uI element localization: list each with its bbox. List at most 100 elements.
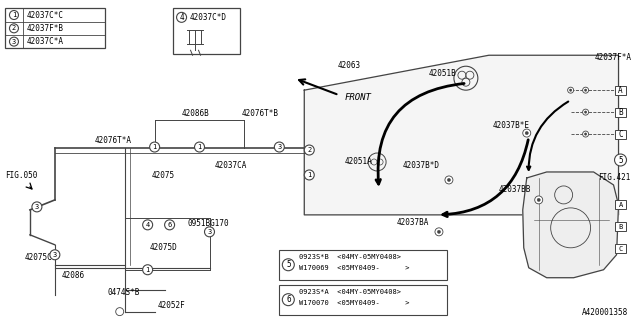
Text: 3: 3 <box>52 252 57 258</box>
Polygon shape <box>523 172 618 278</box>
Text: 42075C: 42075C <box>25 253 52 262</box>
Text: 42037CA: 42037CA <box>214 161 247 170</box>
Text: 42037BA: 42037BA <box>397 218 429 227</box>
Text: FIG.050: FIG.050 <box>5 171 37 180</box>
Circle shape <box>143 220 152 230</box>
Bar <box>615 86 626 95</box>
Text: FRONT: FRONT <box>344 93 371 102</box>
Text: 42037B*E: 42037B*E <box>493 121 530 130</box>
Text: 5: 5 <box>286 260 291 269</box>
Text: 42086: 42086 <box>62 271 85 280</box>
Circle shape <box>437 230 440 233</box>
Circle shape <box>582 87 589 93</box>
Text: 42037B*D: 42037B*D <box>403 161 440 170</box>
Circle shape <box>304 145 314 155</box>
Text: C: C <box>618 130 623 139</box>
Circle shape <box>568 87 573 93</box>
Circle shape <box>435 228 443 236</box>
Text: 2: 2 <box>12 25 16 31</box>
Text: 0923S*A  <04MY-05MY0408>: 0923S*A <04MY-05MY0408> <box>300 289 401 295</box>
Circle shape <box>447 178 451 181</box>
Circle shape <box>537 198 540 202</box>
Text: 42051A: 42051A <box>344 157 372 166</box>
Text: C: C <box>618 246 623 252</box>
Bar <box>615 222 626 231</box>
Text: 0951BG170: 0951BG170 <box>188 219 229 228</box>
Circle shape <box>10 37 19 46</box>
Circle shape <box>50 250 60 260</box>
Text: 42075D: 42075D <box>150 243 177 252</box>
Text: 3: 3 <box>277 144 282 150</box>
Bar <box>615 108 626 116</box>
Circle shape <box>523 129 531 137</box>
Text: 42086B: 42086B <box>182 109 209 118</box>
Circle shape <box>10 24 19 33</box>
Text: 3: 3 <box>12 39 16 44</box>
Text: FIG.421: FIG.421 <box>598 173 631 182</box>
Bar <box>173 8 241 54</box>
Bar <box>5 8 105 48</box>
Text: A: A <box>618 86 623 95</box>
Circle shape <box>525 132 529 135</box>
Circle shape <box>582 109 589 115</box>
Circle shape <box>570 89 572 92</box>
Text: 1: 1 <box>307 172 312 178</box>
Circle shape <box>584 133 587 135</box>
Text: 1: 1 <box>197 144 202 150</box>
Circle shape <box>282 294 294 306</box>
Text: 42037F*B: 42037F*B <box>27 24 64 33</box>
Text: 42051B: 42051B <box>429 69 457 78</box>
Text: 42052F: 42052F <box>157 301 186 310</box>
Text: 42037BB: 42037BB <box>499 185 531 194</box>
Circle shape <box>164 220 175 230</box>
Bar <box>279 250 447 280</box>
Text: 6: 6 <box>286 295 291 304</box>
Text: A420001358: A420001358 <box>582 308 628 316</box>
Bar <box>615 130 626 139</box>
Text: 42037C*C: 42037C*C <box>27 11 64 20</box>
Text: A: A <box>618 202 623 208</box>
Text: 3: 3 <box>207 229 212 235</box>
Text: 42063: 42063 <box>337 61 360 70</box>
Polygon shape <box>304 55 618 215</box>
Circle shape <box>177 12 186 22</box>
Text: B: B <box>618 108 623 116</box>
Bar <box>615 200 626 209</box>
Text: 6: 6 <box>168 222 172 228</box>
Circle shape <box>143 265 152 275</box>
Circle shape <box>445 176 453 184</box>
Bar <box>615 244 626 253</box>
Text: 42075: 42075 <box>152 171 175 180</box>
Text: B: B <box>618 224 623 230</box>
Text: 5: 5 <box>618 156 623 164</box>
Circle shape <box>614 154 627 166</box>
Circle shape <box>584 89 587 92</box>
Circle shape <box>275 142 284 152</box>
Text: 1: 1 <box>152 144 157 150</box>
Text: 0923S*B  <04MY-05MY0408>: 0923S*B <04MY-05MY0408> <box>300 254 401 260</box>
Text: W170069  <05MY0409-      >: W170069 <05MY0409- > <box>300 265 410 271</box>
Text: 1: 1 <box>12 12 16 18</box>
Text: 4: 4 <box>179 13 184 22</box>
Circle shape <box>10 11 19 20</box>
Circle shape <box>205 227 214 237</box>
Circle shape <box>582 131 589 137</box>
Text: 4: 4 <box>145 222 150 228</box>
Text: 42037C*D: 42037C*D <box>189 13 227 22</box>
Circle shape <box>195 142 205 152</box>
Text: 1: 1 <box>145 267 150 273</box>
Circle shape <box>32 202 42 212</box>
Text: 42076T*A: 42076T*A <box>95 136 132 145</box>
Circle shape <box>584 111 587 113</box>
Text: 0474S*B: 0474S*B <box>108 288 140 297</box>
Text: W170070  <05MY0409-      >: W170070 <05MY0409- > <box>300 300 410 306</box>
Circle shape <box>282 259 294 271</box>
Circle shape <box>535 196 543 204</box>
Text: 3: 3 <box>35 204 39 210</box>
Text: 42037F*A: 42037F*A <box>595 53 632 62</box>
Text: 42037C*A: 42037C*A <box>27 37 64 46</box>
Bar <box>279 285 447 315</box>
Circle shape <box>150 142 159 152</box>
Text: 2: 2 <box>307 147 312 153</box>
Circle shape <box>304 170 314 180</box>
